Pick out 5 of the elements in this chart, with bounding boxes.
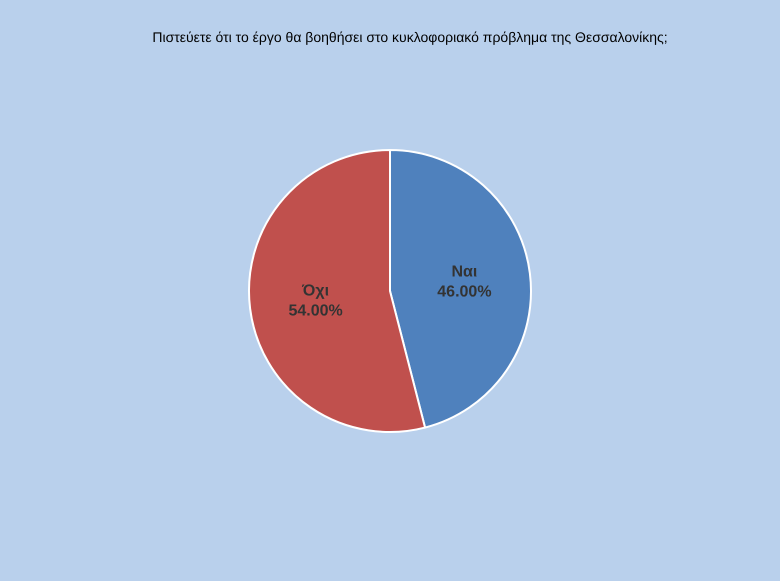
slice-label: Όχι — [301, 282, 330, 300]
chart-title: Πιστεύετε ότι το έργο θα βοηθήσει στο κυκλοφοριακό πρόβλημα της Θεσσαλονίκης; — [152, 29, 668, 45]
slice-label: Ναι — [451, 264, 478, 281]
data-label: 54.00% — [288, 302, 343, 320]
data-label: 46.00% — [437, 284, 492, 301]
